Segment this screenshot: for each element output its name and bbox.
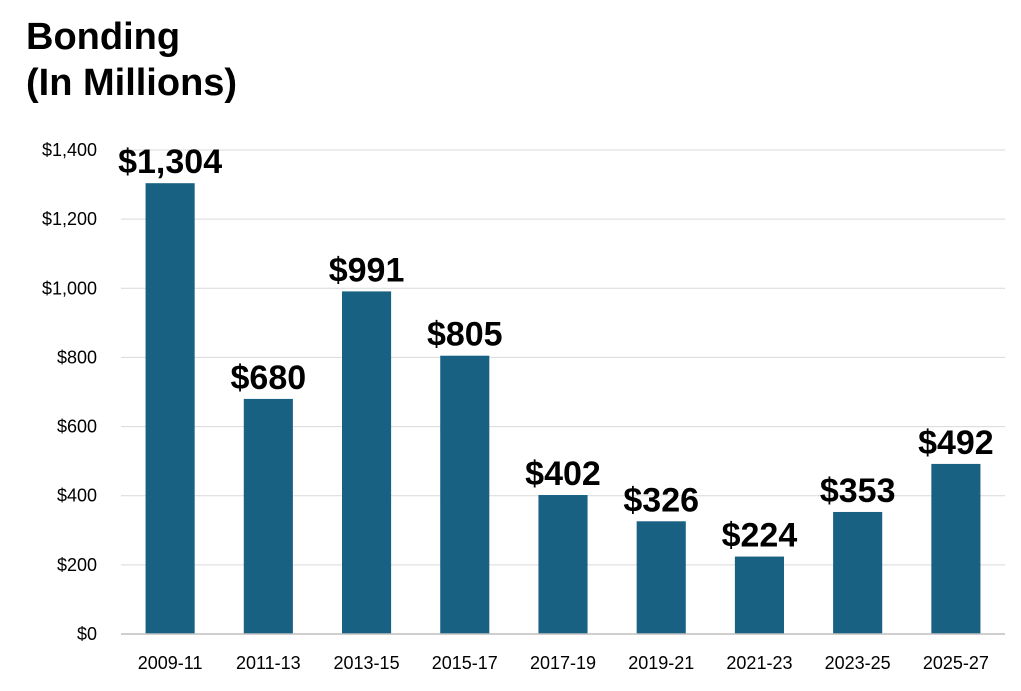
- y-tick-label: $200: [57, 555, 97, 575]
- y-axis-ticks: $0 $200 $400 $600 $800 $1,000 $1,200 $1,400: [42, 140, 97, 644]
- data-label: $402: [525, 455, 601, 493]
- data-labels: $1,304 $680 $991 $805 $402 $326 $224 $353 $492: [118, 143, 994, 554]
- bar: [440, 355, 490, 634]
- x-tick-label: 2025-27: [923, 653, 989, 673]
- bar: [145, 183, 195, 634]
- data-label: $680: [231, 359, 307, 397]
- y-tick-label: $1,400: [42, 140, 97, 160]
- x-axis-ticks: 2009-11 2011-13 2013-15 2015-17 2017-19 2019-…: [138, 653, 989, 673]
- chart-title-line-1: Bonding: [26, 16, 181, 58]
- y-tick-label: $1,000: [42, 278, 97, 298]
- chart-title-line-2: (In Millions): [26, 62, 238, 104]
- x-tick-label: 2011-13: [236, 653, 301, 673]
- data-label: $353: [820, 472, 896, 510]
- x-tick-label: 2021-23: [726, 653, 792, 673]
- data-label: $492: [918, 424, 994, 462]
- bar: [833, 511, 883, 634]
- data-label: $224: [722, 517, 798, 555]
- chart-title: Bonding (In Millions): [26, 14, 237, 106]
- x-tick-label: 2009-11: [138, 653, 203, 673]
- data-label: $805: [427, 316, 503, 354]
- bar: [636, 521, 686, 634]
- bar: [931, 463, 981, 634]
- bars: [145, 183, 981, 634]
- x-tick-label: 2019-21: [628, 653, 694, 673]
- x-tick-label: 2013-15: [334, 653, 400, 673]
- data-label: $991: [329, 251, 405, 289]
- bar: [538, 495, 588, 634]
- y-tick-label: $1,200: [42, 209, 97, 229]
- y-tick-label: $800: [57, 347, 97, 367]
- data-label: $1,304: [118, 143, 222, 181]
- x-tick-label: 2017-19: [530, 653, 596, 673]
- y-tick-label: $600: [57, 417, 97, 437]
- data-label: $326: [623, 481, 699, 519]
- y-tick-label: $0: [77, 624, 97, 644]
- bar: [734, 556, 784, 634]
- x-tick-label: 2015-17: [432, 653, 498, 673]
- bar: [243, 398, 293, 634]
- bar: [342, 291, 392, 634]
- x-tick-label: 2023-25: [825, 653, 891, 673]
- y-tick-label: $400: [57, 486, 97, 506]
